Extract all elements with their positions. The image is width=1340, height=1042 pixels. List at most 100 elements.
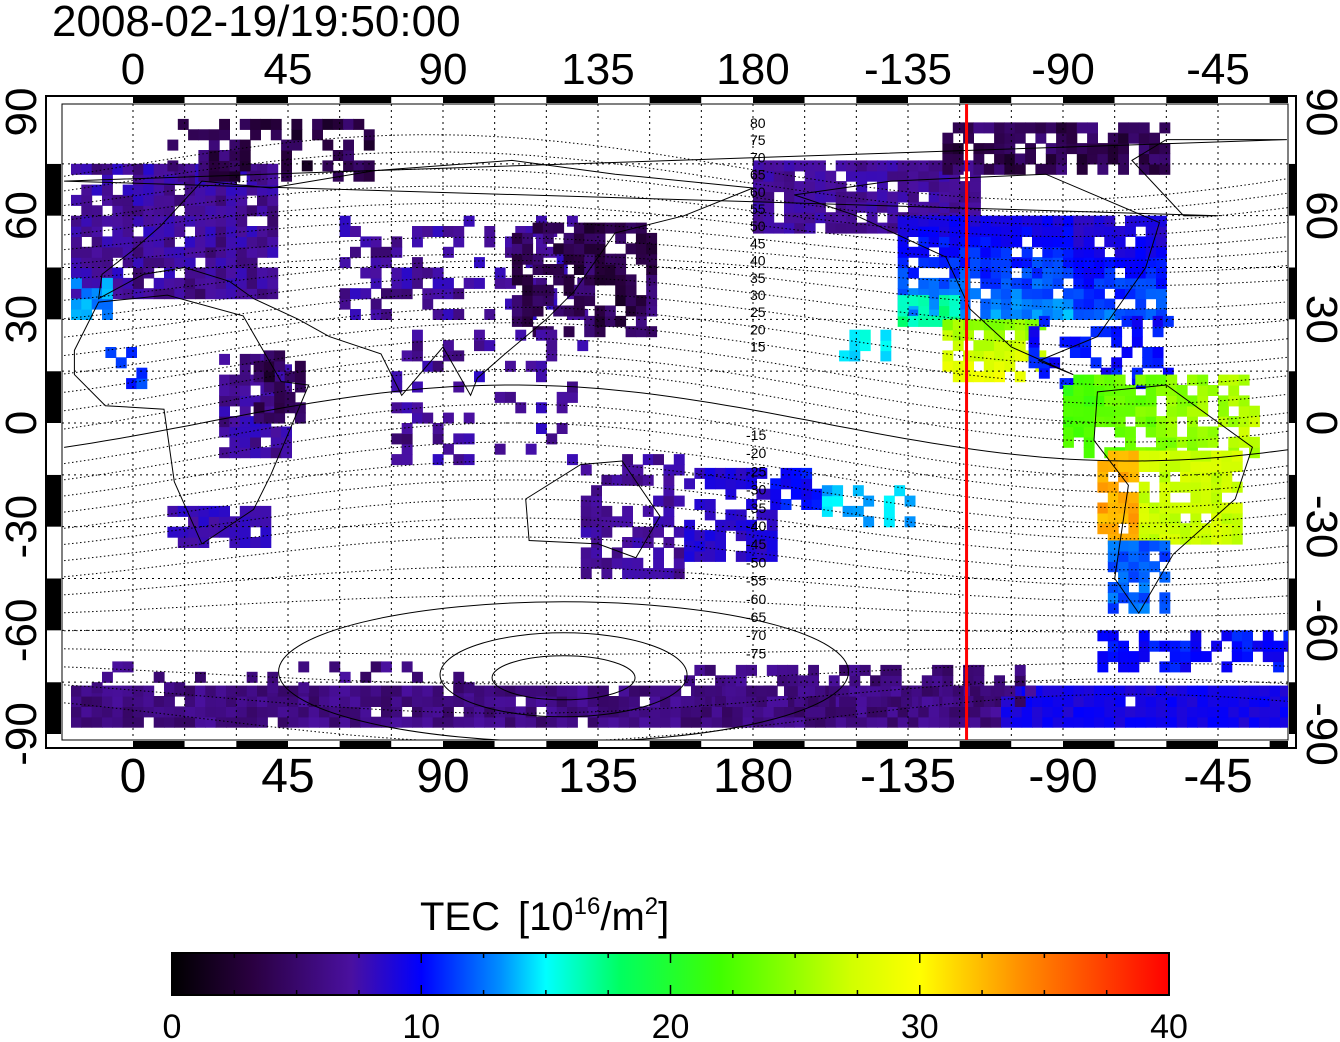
tec-cell — [281, 426, 292, 438]
tec-cell — [164, 716, 175, 728]
tec-cell — [949, 706, 961, 718]
tec-cell — [522, 305, 534, 317]
contour-line — [64, 441, 1288, 509]
tec-cell — [1149, 533, 1160, 545]
tec-cell — [928, 226, 940, 237]
tec-cell — [143, 257, 155, 269]
tec-cell — [794, 706, 806, 718]
tec-cell — [1011, 288, 1023, 300]
tec-cell — [646, 295, 658, 307]
tec-cell — [226, 226, 237, 237]
tec-cell — [1207, 696, 1219, 707]
bottom-lon-label: 135 — [558, 750, 638, 803]
tec-cell — [901, 685, 912, 697]
frame-bar-top — [856, 97, 908, 103]
tec-cell — [635, 315, 647, 327]
tec-cell — [184, 288, 196, 300]
tec-cell — [784, 222, 795, 234]
tec-cell — [1083, 405, 1095, 417]
tec-cell — [250, 353, 261, 365]
tec-cell — [71, 696, 82, 707]
tec-cell — [994, 132, 1005, 144]
colorbar-tick-label: 40 — [1150, 1008, 1188, 1042]
tec-cell — [646, 305, 658, 317]
tec-cell — [381, 685, 392, 697]
tec-cell — [484, 309, 496, 320]
contour-line — [64, 647, 1288, 655]
tec-cell — [604, 315, 616, 327]
tec-cell — [267, 226, 279, 237]
tec-cell — [1083, 226, 1095, 237]
tec-cell — [1104, 309, 1116, 320]
tec-cell — [239, 364, 251, 376]
tec-cell — [208, 129, 220, 141]
tec-cell — [133, 236, 144, 248]
tec-cell — [622, 505, 633, 517]
tec-cell — [71, 298, 82, 310]
tec-cell — [694, 696, 706, 707]
tec-cell — [563, 305, 575, 317]
top-lon-label: -45 — [1186, 45, 1250, 94]
left-lat-label: -30 — [0, 495, 46, 559]
frame-bar-top — [443, 97, 495, 103]
tec-cell — [784, 212, 795, 224]
tec-cell — [897, 257, 909, 269]
tec-cell — [1083, 696, 1095, 707]
tec-cell — [808, 664, 819, 676]
tec-cell — [663, 485, 675, 497]
tec-cell — [239, 447, 251, 459]
tec-cell — [866, 201, 878, 213]
tec-cell — [1169, 661, 1181, 673]
tec-cell — [983, 143, 995, 155]
tec-cell — [122, 205, 134, 217]
tec-cell — [391, 685, 403, 697]
tec-cell — [1094, 706, 1105, 718]
tec-cell — [1014, 122, 1026, 134]
tec-cell — [563, 232, 575, 244]
tec-cell — [577, 696, 589, 707]
tec-cell — [949, 257, 961, 269]
tec-cell — [122, 696, 134, 707]
tec-cell — [980, 267, 992, 279]
tec-cell — [1145, 416, 1157, 428]
tec-cell — [794, 212, 806, 224]
tec-cell — [1283, 630, 1288, 642]
tec-cell — [133, 215, 144, 227]
tec-cell — [511, 253, 523, 265]
tec-cell — [453, 454, 465, 466]
contour-line — [64, 168, 1288, 225]
tec-cell — [250, 129, 261, 141]
tec-cell — [122, 184, 134, 196]
tec-cell — [970, 257, 981, 269]
top-lon-label: 0 — [121, 45, 145, 94]
tec-cell — [239, 405, 251, 417]
tec-cell — [756, 550, 768, 562]
top-lon-label: 135 — [561, 45, 634, 94]
tec-cell — [339, 706, 351, 718]
tec-cell — [1145, 385, 1157, 396]
tec-cell — [1080, 347, 1092, 358]
contour-label-north: 65 — [750, 167, 766, 183]
tec-cell — [642, 505, 654, 517]
tec-cell — [918, 257, 930, 269]
tec-cell — [1166, 426, 1178, 438]
tec-cell — [133, 267, 144, 279]
frame-bar-bottom — [1063, 741, 1115, 747]
tec-cell — [846, 212, 857, 224]
tec-cell — [1152, 315, 1164, 327]
tec-cell — [780, 499, 792, 510]
tec-cell — [908, 309, 919, 320]
contour-line — [64, 353, 1288, 424]
tec-cell — [1042, 257, 1054, 269]
tec-cell — [1145, 395, 1157, 407]
tec-cell — [329, 696, 341, 707]
tec-cell — [673, 454, 685, 466]
tec-cell — [887, 212, 899, 224]
tec-cell — [635, 222, 647, 234]
tec-cell — [963, 122, 974, 134]
tec-cell — [515, 402, 527, 414]
tec-cell — [246, 706, 258, 718]
tec-cell — [1190, 651, 1202, 663]
tec-cell — [184, 184, 196, 196]
